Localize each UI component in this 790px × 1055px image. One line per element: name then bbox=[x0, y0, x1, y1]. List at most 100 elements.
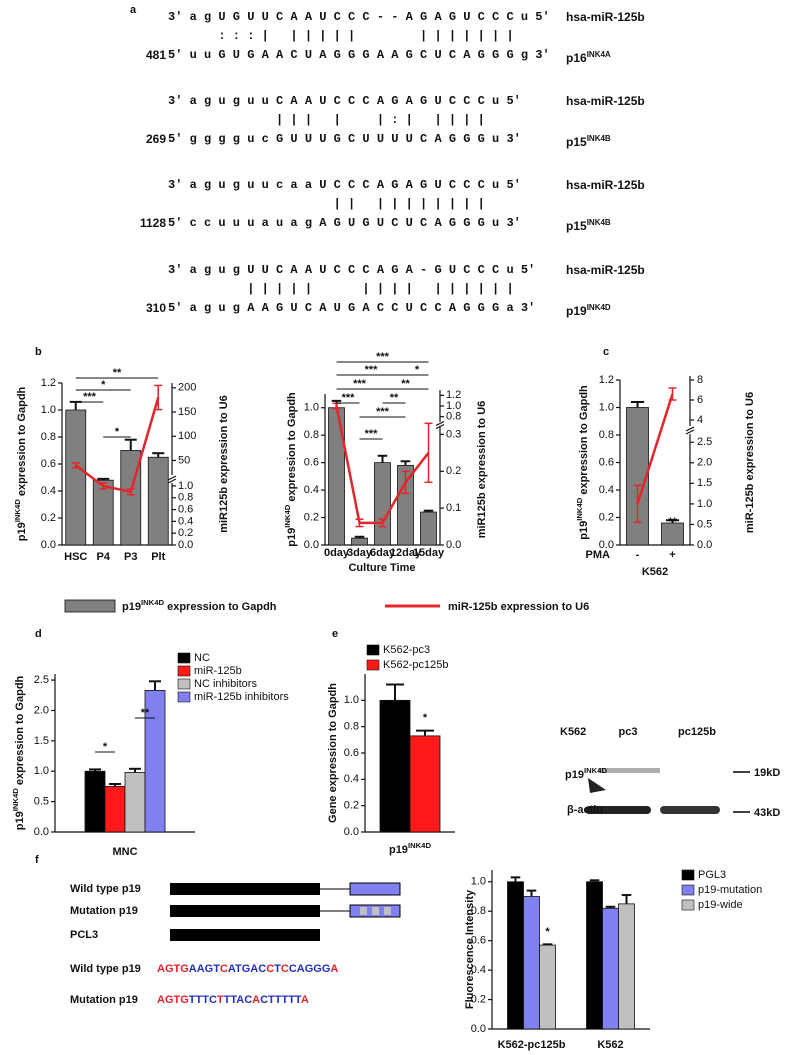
x-axis-label: Culture Time bbox=[348, 562, 415, 574]
sequence-part: TTAC bbox=[224, 994, 253, 1006]
error-bar bbox=[605, 905, 616, 909]
y2-tick-label: 0.2 bbox=[178, 527, 193, 539]
x-tick-label: 12day bbox=[390, 547, 422, 559]
construct-bar bbox=[170, 929, 320, 941]
bar bbox=[147, 456, 169, 546]
bar bbox=[351, 537, 368, 546]
significance-label: ** bbox=[113, 367, 122, 379]
x-tick-label: K562-pc125b bbox=[498, 1039, 566, 1051]
y2-tick-label: 0.8 bbox=[178, 492, 193, 504]
target-gene: p19 bbox=[566, 304, 587, 318]
panel-label: e bbox=[332, 628, 338, 640]
y-axis-label-sup: INK4D bbox=[13, 499, 22, 523]
y-axis-label-main: p19 bbox=[286, 528, 298, 547]
legend-label: NC bbox=[194, 652, 210, 664]
legend-label-rest: expression to Gapdh bbox=[164, 601, 277, 613]
y-tick-label: 0.6 bbox=[304, 457, 319, 469]
blot-artifact bbox=[588, 778, 606, 793]
y2-tick-label: 0.0 bbox=[178, 539, 193, 551]
y-tick-label: 0.4 bbox=[471, 964, 486, 976]
y-tick-label: 0.2 bbox=[471, 993, 486, 1005]
x-axis-label-sup: INK4D bbox=[408, 841, 432, 850]
legend-swatch bbox=[177, 652, 191, 664]
mirna-strand: 3' a g u g U U C A A U C C C A G A - G U… bbox=[168, 263, 536, 277]
error-bar bbox=[124, 438, 137, 451]
y2-axis-label: miR125b expression to U6 bbox=[218, 395, 230, 533]
y-tick-label: 0.0 bbox=[471, 1023, 486, 1035]
construct-label: PCL3 bbox=[70, 929, 98, 941]
bar bbox=[84, 770, 106, 833]
y-axis-label-main: p19 bbox=[16, 522, 28, 541]
y-tick-label: 0.8 bbox=[344, 721, 359, 733]
target-name: p15INK4B bbox=[566, 215, 611, 234]
mirna-strand: 3' a g u g u u C A A U C C C A G A G U C… bbox=[168, 94, 521, 108]
line bbox=[636, 393, 674, 505]
x-tick-label: 6day bbox=[370, 547, 396, 559]
significance-label: * bbox=[415, 364, 420, 376]
blot-band-label-main: p19 bbox=[565, 769, 584, 781]
blot-band bbox=[585, 806, 651, 814]
sequence-part: AGTG bbox=[157, 963, 189, 975]
significance-label: * bbox=[115, 426, 120, 438]
y2-axis-label: miR-125b expression to U6 bbox=[744, 392, 756, 533]
target-position: 310 bbox=[145, 301, 166, 315]
y-axis-label: p19INK4D expression to Gapdh bbox=[13, 386, 28, 541]
sequence-part: T bbox=[274, 963, 281, 975]
y-tick-label: 2.0 bbox=[34, 704, 49, 716]
error-bar bbox=[129, 767, 141, 773]
error-bar bbox=[621, 894, 632, 904]
sequence-part: C bbox=[266, 963, 274, 975]
target-gene: p16 bbox=[566, 51, 587, 65]
sequence-part: CTTTTT bbox=[260, 994, 302, 1006]
y-tick-label: 0.4 bbox=[599, 484, 614, 496]
bar bbox=[618, 903, 635, 1030]
legend-swatch bbox=[681, 899, 695, 911]
blot-lane: pc3 bbox=[619, 726, 638, 738]
legend-label: p19-mutation bbox=[698, 884, 762, 896]
panel-label: f bbox=[35, 854, 39, 866]
y-tick-label: 0.4 bbox=[304, 484, 319, 496]
base-pairs: | | | | | | | | | | | | | | | bbox=[168, 282, 514, 296]
target-strand: 5' g g g g u c G U U U G C U U U U C A G… bbox=[168, 132, 521, 146]
legend-swatch bbox=[177, 665, 191, 677]
target-name: p16INK4A bbox=[566, 47, 611, 66]
legend-swatch bbox=[177, 678, 191, 690]
significance-label: * bbox=[101, 379, 106, 391]
sequence-label: Wild type p19 bbox=[70, 963, 141, 975]
bar bbox=[374, 462, 391, 546]
bar bbox=[409, 735, 441, 833]
y-tick-label: 0.8 bbox=[304, 429, 319, 441]
x-axis-label: p19INK4D bbox=[389, 841, 431, 856]
target-position: 1128 bbox=[139, 216, 166, 230]
significance-label: ** bbox=[390, 392, 399, 404]
significance-label: * bbox=[103, 741, 108, 753]
sequence-part: A bbox=[330, 963, 338, 975]
sequence-part: C bbox=[220, 963, 228, 975]
blot-band-label: p19INK4D bbox=[565, 766, 607, 781]
legend-swatch bbox=[681, 869, 695, 881]
legend-label-sup: INK4D bbox=[141, 598, 165, 607]
y-tick-label: 1.2 bbox=[41, 377, 56, 389]
target-position: 481 bbox=[145, 48, 166, 62]
legend-swatch bbox=[366, 644, 380, 656]
target-gene-sup: INK4D bbox=[586, 303, 611, 312]
axis-break bbox=[435, 420, 445, 427]
x-tick-label: - bbox=[636, 549, 640, 561]
significance-label: ** bbox=[141, 707, 150, 719]
construct-bar bbox=[170, 883, 320, 895]
error-bar bbox=[354, 535, 365, 539]
y2-tick-label: 4 bbox=[697, 414, 703, 426]
error-bar bbox=[510, 876, 521, 882]
y-tick-label: 0.0 bbox=[304, 539, 319, 551]
y-tick-label: 1.0 bbox=[41, 404, 56, 416]
y-tick-label: 0.8 bbox=[471, 905, 486, 917]
error-bar bbox=[589, 879, 600, 882]
construct-label: Wild type p19 bbox=[70, 883, 141, 895]
axis-break bbox=[167, 475, 177, 481]
y2-tick-label: 0.6 bbox=[178, 503, 193, 515]
y-axis-label: Fluorescence Intensity bbox=[464, 889, 476, 1009]
y2-tick-label: 50 bbox=[178, 454, 190, 466]
y-tick-label: 0.0 bbox=[599, 539, 614, 551]
x-tick-label: Plt bbox=[151, 551, 165, 563]
y-axis-label-sup: INK4D bbox=[575, 497, 584, 521]
